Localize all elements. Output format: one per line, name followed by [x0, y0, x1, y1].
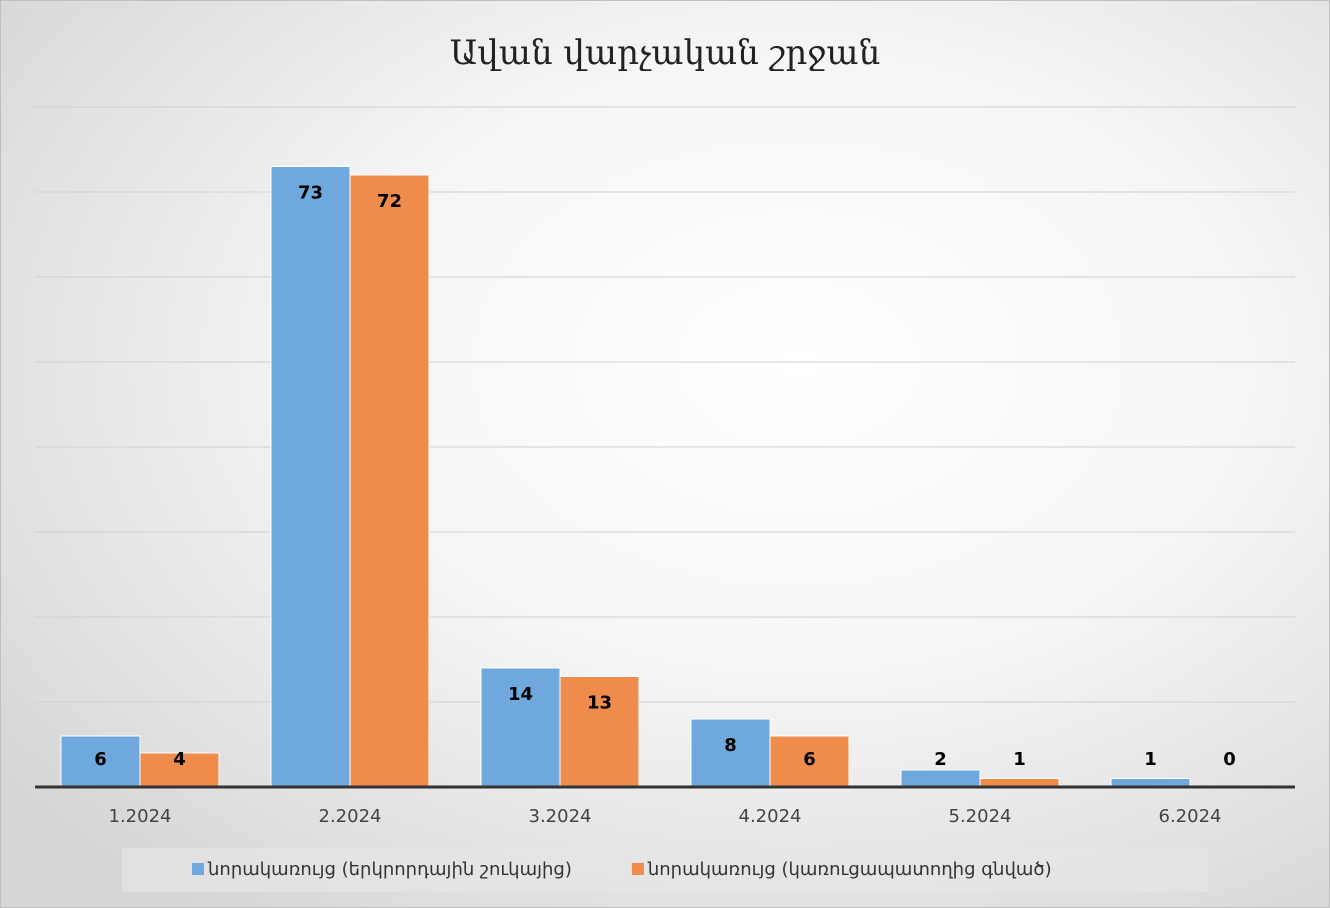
x-tick-label: 1.2024	[109, 806, 172, 827]
x-tick-label: 6.2024	[1159, 806, 1222, 827]
data-label: 6	[94, 749, 107, 770]
data-label: 6	[803, 749, 816, 770]
data-label: 1	[1013, 749, 1026, 770]
data-label: 1	[1144, 749, 1157, 770]
chart-title: Ավան վարչական շրջան	[450, 33, 880, 73]
data-label: 73	[298, 183, 323, 204]
bar	[769, 735, 850, 788]
legend-label: նորակառույց (կառուցապատողից գնված)	[647, 859, 1052, 880]
bar	[60, 735, 141, 788]
legend-label: նորակառույց (երկրորդային շուկայից)	[207, 859, 572, 880]
legend-swatch	[192, 863, 204, 875]
data-label: 13	[587, 693, 612, 714]
data-label: 4	[173, 749, 186, 770]
bar	[270, 166, 351, 788]
data-label: 2	[934, 749, 947, 770]
data-label: 14	[508, 684, 533, 705]
legend-box	[122, 848, 1208, 892]
x-tick-label: 2.2024	[319, 806, 382, 827]
data-label: 72	[377, 191, 402, 212]
x-tick-label: 4.2024	[739, 806, 802, 827]
data-label: 0	[1223, 749, 1236, 770]
data-label: 8	[724, 735, 737, 756]
bar	[900, 769, 981, 788]
legend-swatch	[631, 863, 644, 875]
bar	[480, 667, 561, 788]
x-tick-label: 5.2024	[949, 806, 1012, 827]
x-tick-label: 3.2024	[529, 806, 592, 827]
bar	[349, 174, 430, 788]
